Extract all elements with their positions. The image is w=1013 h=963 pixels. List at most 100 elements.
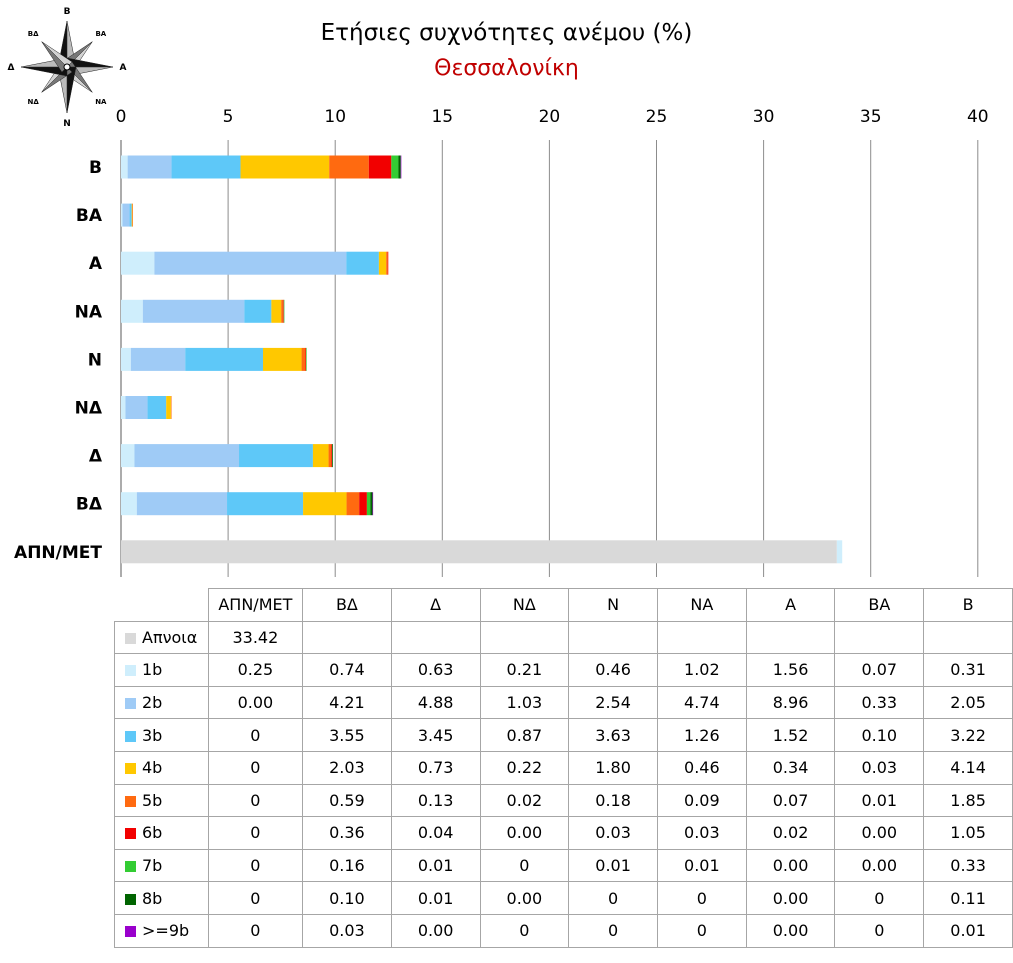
table-cell: 0.13	[390, 783, 481, 818]
compass-point	[41, 41, 73, 68]
legend-entry: Απνοια	[114, 620, 209, 655]
table-cell: 0	[207, 718, 304, 752]
table-cell: 0	[207, 783, 304, 818]
compass-label: ΝΔ	[28, 98, 40, 106]
legend-swatch	[125, 665, 136, 677]
x-tick-label: 40	[967, 107, 989, 127]
table-cell: 0.34	[745, 750, 836, 785]
legend-entry: >=9b	[114, 913, 209, 948]
compass-label: ΒΔ	[28, 30, 39, 38]
bar-segment	[121, 540, 837, 564]
x-tick-label: 30	[753, 107, 775, 127]
bar-segment	[312, 444, 329, 468]
bar-segment	[130, 347, 186, 371]
bar-segment	[366, 492, 371, 516]
data-table: ΑΠΝ/ΜΕΤ ΒΔ Δ ΝΔ Ν ΝΑ Α ΒΑ Β Απνοια 33.42 1b 0.25 0.7…	[114, 588, 1013, 948]
bar-segment	[370, 492, 373, 516]
legend-entry: 7b	[114, 848, 209, 883]
legend-label: 3b	[142, 725, 163, 745]
table-cell: 0.22	[479, 750, 570, 785]
table-cell: 0	[207, 816, 304, 850]
table-cell: 0.00	[745, 881, 836, 915]
table-cell: 0.07	[834, 653, 925, 687]
legend-label: 7b	[142, 856, 163, 876]
category-label: ΝΔ	[75, 399, 103, 419]
bar-segment	[372, 492, 374, 516]
table-cell: 0.63	[390, 653, 481, 687]
table-cell	[834, 620, 925, 655]
table-cell: 8.96	[745, 685, 836, 720]
compass-label: Ν	[63, 119, 71, 129]
table-cell: 0.01	[834, 783, 925, 818]
x-tick-label: 5	[223, 107, 234, 127]
legend-label: 5b	[142, 790, 163, 810]
bar-segment	[244, 299, 272, 323]
category-label: ΝΑ	[75, 302, 103, 322]
bar-segment	[387, 251, 389, 275]
table-cell: 0.00	[207, 685, 304, 720]
table-cell: 0	[568, 913, 658, 948]
category-label: Β	[89, 158, 102, 178]
table-row: 5b 0 0.59 0.13 0.02 0.18 0.09 0.07 0.01 1.85	[114, 783, 1013, 818]
compass-label: Α	[120, 63, 127, 73]
column-header: ΝΔ	[479, 588, 570, 622]
bar-segment	[836, 540, 843, 564]
bar-segment	[121, 396, 126, 419]
bar-segment	[306, 347, 307, 371]
compass-label: ΝΑ	[95, 98, 107, 106]
bar-segment	[240, 155, 330, 179]
table-cell: 4.74	[656, 685, 747, 720]
category-label: Α	[89, 254, 103, 274]
bar-segment	[131, 203, 133, 227]
bar-segment	[121, 347, 131, 371]
table-cell: 4.88	[390, 685, 481, 720]
compass-label: Β	[64, 7, 71, 17]
x-tick-label: 20	[539, 107, 561, 127]
category-label: ΒΔ	[76, 495, 103, 515]
category-label: Δ	[89, 447, 103, 467]
bar-segment	[378, 251, 387, 275]
table-cell: 0.02	[745, 816, 836, 850]
legend-label: 8b	[142, 888, 163, 908]
table-cell: 0.31	[923, 653, 1013, 687]
compass-rose-icon: Β ΒΑ Α ΝΑ Ν ΝΔ Δ ΒΔ	[8, 7, 127, 129]
table-cell: 0	[207, 848, 304, 883]
bar-segment	[400, 155, 402, 179]
table-cell: 0	[834, 913, 925, 948]
table-row: 4b 0 2.03 0.73 0.22 1.80 0.46 0.34 0.03 4.14	[114, 750, 1013, 785]
legend-entry: 2b	[114, 685, 209, 720]
table-cell: 0.01	[390, 848, 481, 883]
compass-label: Δ	[8, 63, 15, 73]
compass-center	[63, 63, 71, 71]
legend-swatch	[125, 893, 136, 905]
bar-segment	[171, 155, 241, 179]
table-cell: 4.21	[302, 685, 392, 720]
legend-label: 1b	[142, 660, 163, 680]
bar-segment	[386, 251, 388, 275]
table-cell: 0.00	[834, 816, 925, 850]
chart-subtitle: Θεσσαλονίκη	[434, 56, 579, 81]
table-cell: 0.00	[390, 913, 481, 948]
bar-segment	[134, 444, 240, 468]
table-cell: 1.02	[656, 653, 747, 687]
x-tick-label: 15	[431, 107, 453, 127]
bar-segment	[346, 251, 379, 275]
bar-segment	[227, 492, 304, 516]
bar-segment	[129, 203, 132, 227]
table-cell: 0.02	[479, 783, 570, 818]
bar-segment	[185, 347, 264, 371]
table-cell: 0.01	[656, 848, 747, 883]
bar-segment	[121, 492, 137, 516]
bar-segment	[132, 203, 133, 227]
column-header: Β	[923, 588, 1013, 622]
table-cell: 0	[568, 881, 658, 915]
table-row: 2b 0.00 4.21 4.88 1.03 2.54 4.74 8.96 0.33 2.05	[114, 685, 1013, 720]
table-cell	[568, 620, 658, 655]
table-cell: 3.55	[302, 718, 392, 752]
table-cell: 1.03	[479, 685, 570, 720]
table-row: 3b 0 3.55 3.45 0.87 3.63 1.26 1.52 0.10 3.22	[114, 718, 1013, 752]
legend-label: 4b	[142, 758, 163, 778]
table-row: 6b 0 0.36 0.04 0.00 0.03 0.03 0.02 0.00 1.05	[114, 816, 1013, 850]
table-cell: 0.21	[479, 653, 570, 687]
